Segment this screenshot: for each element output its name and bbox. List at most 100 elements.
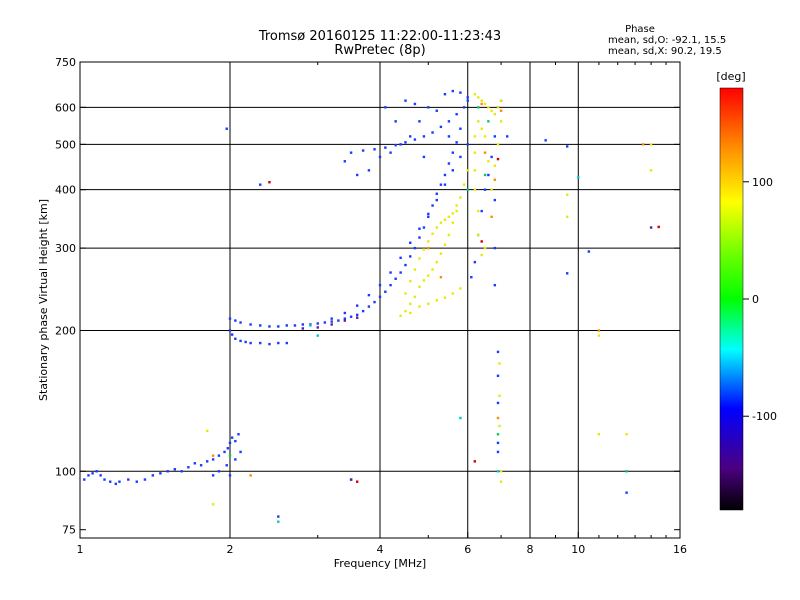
data-point [373,300,376,304]
data-point [435,192,438,195]
data-point [565,145,569,148]
data-point [447,135,451,138]
data-point [127,478,130,481]
data-point [466,96,469,99]
y-tick-label: 300 [55,242,76,255]
data-point [480,127,483,130]
data-point [431,268,434,271]
data-point [565,193,569,197]
data-point [259,324,262,327]
data-point [427,212,430,216]
data-point [483,173,487,177]
data-point [316,334,319,337]
data-point [389,271,392,274]
data-point [234,458,237,461]
data-point [493,164,497,167]
data-point [301,323,305,326]
data-point [225,127,228,130]
data-point [285,324,288,327]
x-tick-label: 6 [464,543,471,556]
data-point [217,454,221,457]
data-point [211,503,215,506]
data-point [597,329,601,332]
y-axis-label: Stationary phase Virtual Height [km] [37,199,50,401]
data-point [443,296,447,299]
data-point [577,176,580,179]
data-point [394,277,397,280]
data-point [435,109,438,112]
data-point [587,250,591,253]
data-point [259,183,262,186]
data-point [409,279,412,283]
data-point [447,215,451,219]
data-point [277,515,280,518]
data-point [443,243,447,246]
data-point [355,173,359,177]
data-point [343,311,347,315]
data-point [483,246,487,250]
data-point [316,322,319,325]
data-point [228,441,232,445]
data-point [277,341,280,345]
data-point [451,89,455,93]
y-tick-label: 750 [55,56,76,69]
data-point [496,143,500,146]
y-tick-label: 200 [55,324,76,337]
data-point [330,320,333,323]
data-point [499,480,503,483]
y-tick-label: 75 [62,524,76,537]
data-point [459,155,462,159]
data-point [435,226,438,229]
data-point [498,362,501,365]
data-point [427,215,430,219]
data-point [473,169,477,172]
data-point [409,255,412,258]
data-point [455,113,458,116]
data-point [349,315,353,318]
data-point [361,309,365,313]
data-point [91,472,94,475]
data-point [480,102,483,106]
data-point [487,106,490,109]
data-point [597,334,601,337]
data-point [496,416,500,420]
data-point [309,324,312,327]
data-point [544,139,547,142]
data-point [487,160,490,163]
data-point [234,439,237,443]
data-point [259,341,262,345]
data-point [466,188,469,191]
data-point [239,321,242,324]
data-point [404,292,407,295]
data-point [166,470,169,473]
data-point [323,321,327,324]
data-point [459,196,462,199]
data-point [466,99,469,102]
data-point [223,450,226,454]
data-point [496,106,500,109]
data-point [337,319,340,322]
data-point [483,135,487,138]
data-point [95,470,98,473]
data-point [205,460,209,463]
phase-mean-o: mean, sd,O: -92.1, 15.5 [608,35,726,46]
data-point [228,474,232,477]
data-point [649,143,653,146]
data-point [409,135,412,138]
data-point [135,480,138,483]
data-point [399,143,402,146]
colorbar-ticks: 100 0 -100 [743,176,777,423]
data-point [193,462,197,465]
data-point [447,162,451,165]
data-point [496,470,500,473]
data-point [447,233,451,237]
data-point [496,374,500,378]
data-point [409,302,412,306]
data-point [228,454,232,457]
data-point [205,429,209,433]
data-point [413,268,417,271]
axis-ticks: 1 2 4 6 8 10 16 75 100 200 300 400 500 600 750 [55,56,687,556]
data-point [473,188,477,191]
data-point [455,204,458,207]
data-point [316,326,319,329]
